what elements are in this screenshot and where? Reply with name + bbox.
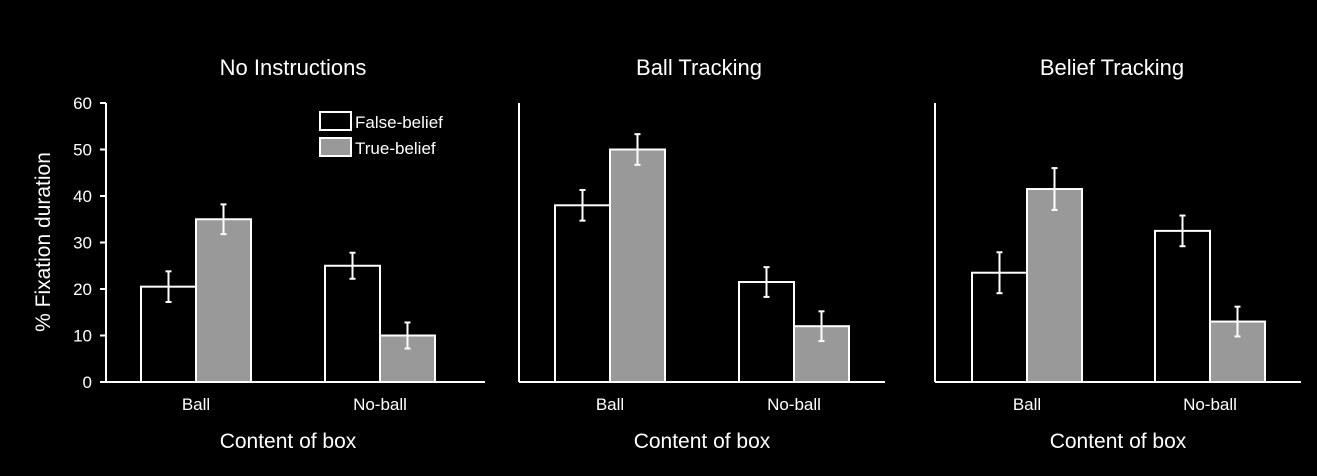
panel-belief-tracking: Belief Tracking Content of box Ball No-ba… bbox=[934, 55, 1301, 453]
bar-false-belief-ball bbox=[554, 204, 611, 383]
x-tick-label: No-ball bbox=[1183, 395, 1237, 414]
y-tick-label: 20 bbox=[73, 280, 92, 299]
bar-false-belief-no-ball bbox=[738, 281, 795, 383]
y-tick-label: 50 bbox=[73, 141, 92, 160]
x-tick-label: Ball bbox=[596, 395, 624, 414]
y-tick-label: 0 bbox=[83, 373, 92, 392]
y-axis-label: % Fixation duration bbox=[32, 152, 55, 332]
legend-swatch-false-belief bbox=[319, 111, 352, 131]
panel-no-instructions: No Instructions % Fixation duration Cont… bbox=[32, 55, 485, 453]
y-tick-label: 60 bbox=[73, 94, 92, 113]
y-tick-label: 30 bbox=[73, 234, 92, 253]
x-tick-label: Ball bbox=[182, 395, 210, 414]
x-axis-label: Content of box bbox=[220, 430, 357, 453]
x-axis-label: Content of box bbox=[634, 430, 771, 453]
legend-label-true-belief: True-belief bbox=[355, 139, 436, 158]
legend-label-false-belief: False-belief bbox=[355, 113, 443, 132]
panel-title: Ball Tracking bbox=[636, 55, 762, 80]
x-tick-label: No-ball bbox=[767, 395, 821, 414]
panel-title: Belief Tracking bbox=[1040, 55, 1184, 80]
x-axis-label: Content of box bbox=[1050, 430, 1187, 453]
bar-true-belief-ball bbox=[609, 148, 666, 383]
y-tick-label: 10 bbox=[73, 327, 92, 346]
panel-title: No Instructions bbox=[220, 55, 367, 80]
bar-true-belief-ball bbox=[1026, 188, 1083, 383]
legend: False-belief True-belief bbox=[319, 111, 443, 158]
x-tick-label: No-ball bbox=[353, 395, 407, 414]
bar-false-belief-no-ball bbox=[1154, 229, 1211, 383]
bar-false-belief-no-ball bbox=[324, 264, 381, 383]
y-tick-label: 40 bbox=[73, 187, 92, 206]
legend-swatch-true-belief bbox=[319, 137, 352, 157]
panel-ball-tracking: Ball Tracking Content of box Ball No-ball bbox=[518, 55, 885, 453]
bar-true-belief-ball bbox=[195, 218, 252, 383]
x-tick-label: Ball bbox=[1013, 395, 1041, 414]
